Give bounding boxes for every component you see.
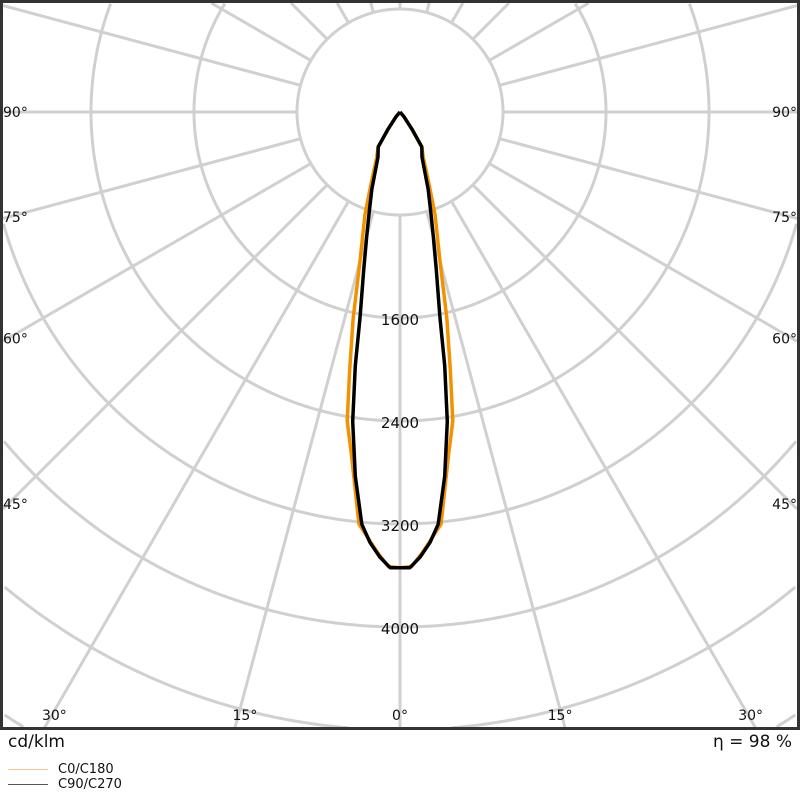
angle-label: 30° [738,708,763,724]
grid-spoke [2,4,301,87]
grid-spoke [499,4,798,87]
grid-spoke [210,1,312,62]
radial-tick-label: 4000 [381,620,419,638]
legend: C0/C180 C90/C270 [8,762,122,792]
grid-spoke [425,211,567,729]
unit-label: cd/klm [8,732,65,752]
grid-ring [89,3,711,423]
angle-label: 60° [772,331,797,347]
angle-label: 90° [772,105,797,121]
grid-spoke [499,137,798,220]
grid-spoke [2,137,301,220]
grid-ring [3,585,797,730]
angle-label: 15° [548,708,573,724]
radial-tick-label: 3200 [381,517,419,535]
grid-spoke [488,1,590,62]
grid-spoke [369,2,375,13]
grid-ring [192,2,608,320]
angle-label: 45° [3,497,28,513]
angle-label: 60° [3,331,28,347]
angle-label: 30° [42,708,67,724]
grid-ring [295,7,505,217]
efficiency-label: η = 98 % [712,732,792,752]
legend-item-c90-c270: C90/C270 [8,777,122,792]
angle-label: 45° [772,497,797,513]
grid-spoke [450,2,465,24]
grid-ring [2,223,798,526]
angle-label: 75° [3,210,28,226]
grid-spoke [1,183,329,511]
legend-swatch-orange [8,769,48,770]
grid-ring [2,440,798,629]
grid-spoke [471,183,799,511]
grid-spoke [2,162,312,343]
legend-label: C90/C270 [58,777,122,792]
radial-tick-label: 2400 [381,414,419,432]
legend-label: C0/C180 [58,762,114,777]
grid-spoke [335,2,350,24]
grid-ring [3,713,797,729]
grid-spoke [471,1,511,41]
grid-spoke [233,211,375,729]
radial-tick-label: 1600 [381,311,419,329]
series-curve-c90-c270 [350,110,450,570]
legend-item-c0-c180: C0/C180 [8,762,122,777]
grid-spoke [43,200,350,729]
plot-frame [0,0,800,730]
grid-spoke [488,162,798,343]
angle-label: 0° [392,708,408,724]
grid-spoke [450,200,757,729]
grid-spoke [289,1,329,41]
angle-label: 75° [772,210,797,226]
grid-spoke [425,2,431,13]
angle-label: 90° [3,105,28,121]
legend-swatch-black [8,784,48,785]
angle-label: 15° [233,708,258,724]
